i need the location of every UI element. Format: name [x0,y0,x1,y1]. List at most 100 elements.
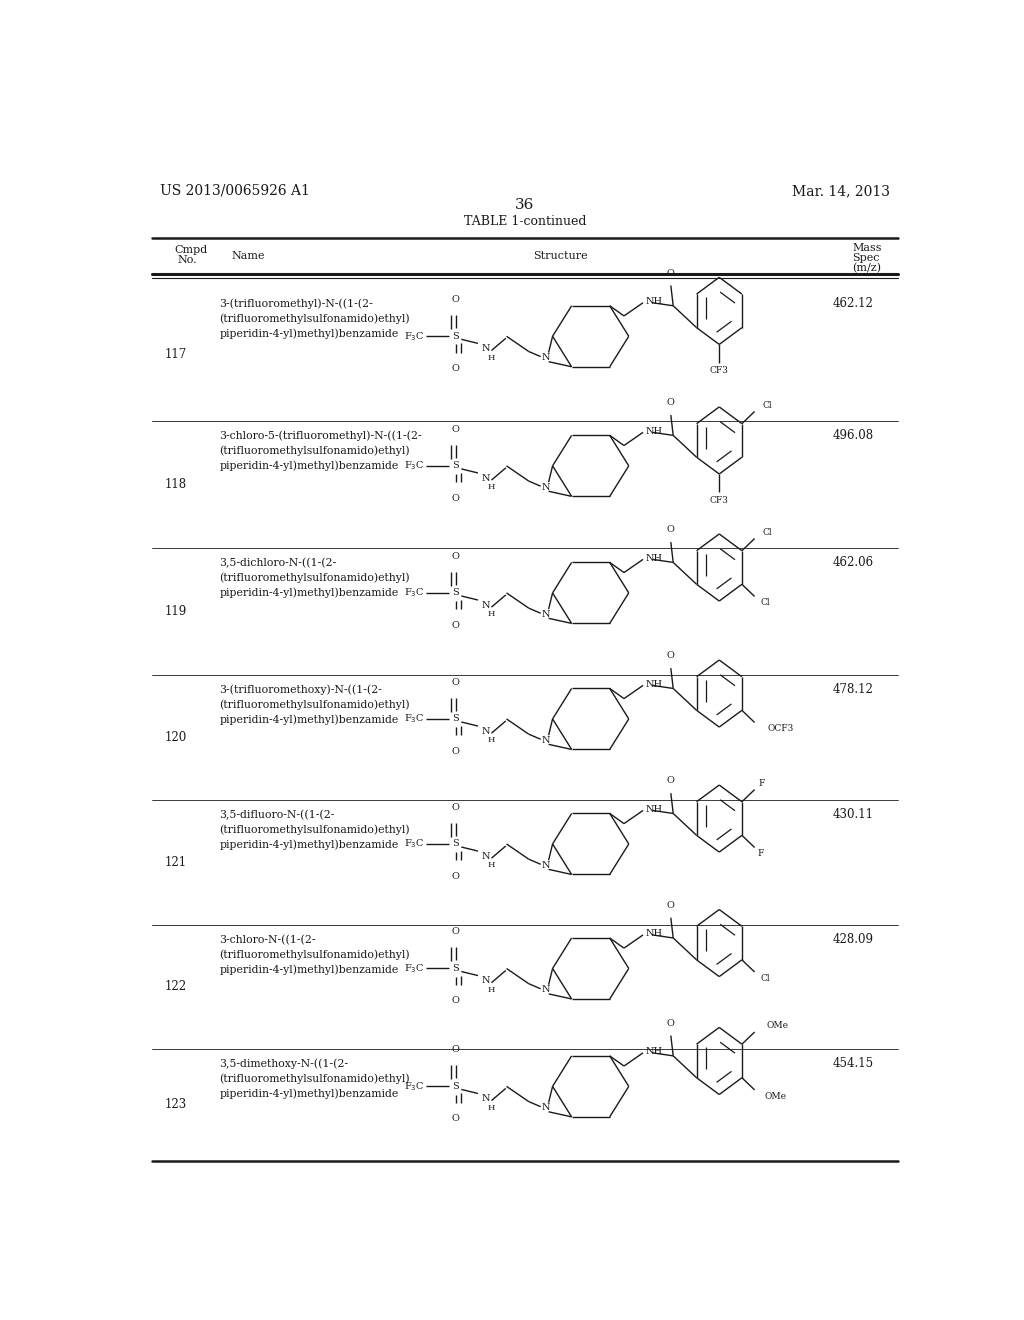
Text: H: H [487,862,496,870]
Text: Structure: Structure [534,251,588,261]
Text: O: O [452,296,460,304]
Text: H: H [487,737,496,744]
Text: F$_3$C: F$_3$C [403,586,424,599]
Text: O: O [667,399,675,408]
Text: O: O [667,902,675,909]
Text: N: N [481,474,490,483]
Text: NH: NH [645,297,663,306]
Text: F$_3$C: F$_3$C [403,1080,424,1093]
Text: 3-(trifluoromethoxy)-N-((1-(2-
(trifluoromethylsulfonamido)ethyl)
piperidin-4-yl: 3-(trifluoromethoxy)-N-((1-(2- (trifluor… [219,685,410,725]
Text: N: N [542,1104,551,1113]
Text: O: O [452,678,460,686]
Text: 430.11: 430.11 [833,808,873,821]
Text: 3-chloro-N-((1-(2-
(trifluoromethylsulfonamido)ethyl)
piperidin-4-yl)methyl)benz: 3-chloro-N-((1-(2- (trifluoromethylsulfo… [219,935,410,975]
Text: S: S [453,1082,459,1090]
Text: N: N [542,861,551,870]
Text: TABLE 1-continued: TABLE 1-continued [464,215,586,228]
Text: 118: 118 [165,478,186,491]
Text: Mass: Mass [853,243,882,253]
Text: 462.12: 462.12 [834,297,873,310]
Text: (m/z): (m/z) [853,263,882,273]
Text: O: O [667,269,675,277]
Text: O: O [452,1114,460,1123]
Text: O: O [667,1019,675,1028]
Text: S: S [453,331,459,341]
Text: N: N [481,345,490,352]
Text: N: N [542,735,551,744]
Text: O: O [452,552,460,561]
Text: N: N [542,354,551,362]
Text: F: F [759,779,765,788]
Text: Name: Name [231,251,264,261]
Text: Cmpd: Cmpd [174,246,207,255]
Text: 478.12: 478.12 [834,682,873,696]
Text: S: S [453,840,459,849]
Text: NH: NH [645,680,663,689]
Text: Spec: Spec [853,253,880,263]
Text: 120: 120 [165,731,186,743]
Text: O: O [667,776,675,785]
Text: N: N [481,726,490,735]
Text: H: H [487,354,496,362]
Text: 3,5-dichloro-N-((1-(2-
(trifluoromethylsulfonamido)ethyl)
piperidin-4-yl)methyl): 3,5-dichloro-N-((1-(2- (trifluoromethyls… [219,558,410,598]
Text: No.: No. [177,255,197,265]
Text: O: O [667,652,675,660]
Text: O: O [452,873,460,880]
Text: F$_3$C: F$_3$C [403,459,424,473]
Text: H: H [487,483,496,491]
Text: NH: NH [645,805,663,814]
Text: N: N [481,1094,490,1104]
Text: OMe: OMe [767,1022,788,1031]
Text: US 2013/0065926 A1: US 2013/0065926 A1 [160,183,309,198]
Text: 496.08: 496.08 [833,429,873,442]
Text: N: N [481,977,490,985]
Text: O: O [452,364,460,374]
Text: O: O [452,494,460,503]
Text: F$_3$C: F$_3$C [403,962,424,975]
Text: NH: NH [645,1047,663,1056]
Text: 3,5-dimethoxy-N-((1-(2-
(trifluoromethylsulfonamido)ethyl)
piperidin-4-yl)methyl: 3,5-dimethoxy-N-((1-(2- (trifluoromethyl… [219,1059,410,1100]
Text: O: O [667,525,675,535]
Text: NH: NH [645,426,663,436]
Text: 428.09: 428.09 [833,933,873,946]
Text: Mar. 14, 2013: Mar. 14, 2013 [792,183,890,198]
Text: O: O [452,747,460,756]
Text: 3,5-difluoro-N-((1-(2-
(trifluoromethylsulfonamido)ethyl)
piperidin-4-yl)methyl): 3,5-difluoro-N-((1-(2- (trifluoromethyls… [219,810,410,850]
Text: N: N [481,601,490,610]
Text: N: N [542,985,551,994]
Text: 121: 121 [165,855,186,869]
Text: Cl: Cl [763,528,772,537]
Text: F$_3$C: F$_3$C [403,838,424,850]
Text: N: N [481,851,490,861]
Text: NH: NH [645,929,663,939]
Text: 462.06: 462.06 [833,556,873,569]
Text: Cl: Cl [761,974,771,982]
Text: 123: 123 [165,1098,186,1111]
Text: S: S [453,714,459,723]
Text: 3-chloro-5-(trifluoromethyl)-N-((1-(2-
(trifluoromethylsulfonamido)ethyl)
piperi: 3-chloro-5-(trifluoromethyl)-N-((1-(2- (… [219,430,422,471]
Text: S: S [453,964,459,973]
Text: CF3: CF3 [710,367,729,375]
Text: N: N [542,610,551,619]
Text: O: O [452,997,460,1006]
Text: F$_3$C: F$_3$C [403,713,424,726]
Text: O: O [452,425,460,434]
Text: NH: NH [645,554,663,562]
Text: OMe: OMe [764,1092,786,1101]
Text: Cl: Cl [763,401,772,411]
Text: CF3: CF3 [710,496,729,506]
Text: O: O [452,928,460,936]
Text: O: O [452,1045,460,1055]
Text: O: O [452,620,460,630]
Text: N: N [542,483,551,492]
Text: F$_3$C: F$_3$C [403,330,424,343]
Text: 117: 117 [165,348,186,362]
Text: H: H [487,610,496,618]
Text: OCF3: OCF3 [767,725,794,733]
Text: F: F [758,849,764,858]
Text: 454.15: 454.15 [833,1057,873,1071]
Text: S: S [453,589,459,598]
Text: 122: 122 [165,981,186,993]
Text: O: O [452,803,460,812]
Text: 36: 36 [515,198,535,213]
